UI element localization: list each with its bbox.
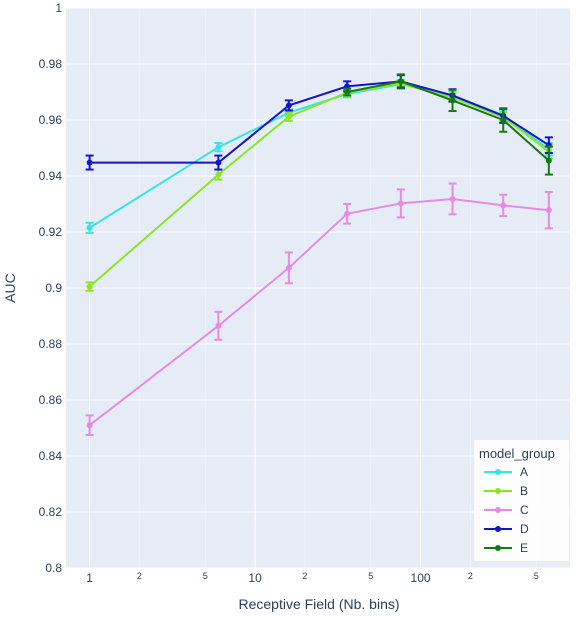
data-point — [285, 264, 292, 271]
series-layer — [85, 73, 553, 436]
legend-item-C: C — [484, 503, 529, 517]
data-point — [86, 159, 93, 166]
legend-item-A: A — [484, 465, 528, 479]
y-tick-label: 0.96 — [39, 113, 63, 127]
legend-swatch-marker — [495, 469, 501, 475]
x-tick-label: 1 — [86, 571, 93, 585]
data-point — [500, 117, 507, 123]
legend-label: E — [520, 541, 528, 555]
x-tick-label: 10 — [248, 571, 262, 585]
data-point — [500, 202, 507, 209]
x-axis-title: Receptive Field (Nb. bins) — [238, 596, 399, 612]
x-minor-tick-label: 2 — [302, 571, 307, 581]
y-tick-label: 0.94 — [39, 169, 63, 183]
series-E — [343, 73, 553, 176]
data-point — [545, 157, 552, 164]
legend-box — [474, 440, 569, 561]
series-line — [88, 197, 549, 426]
y-tick-label: 0.82 — [39, 505, 63, 519]
series-C — [85, 182, 553, 436]
y-tick-label: 0.8 — [45, 561, 62, 575]
legend-label: A — [520, 465, 528, 479]
data-point — [86, 283, 93, 290]
y-axis-ticks: 0.8 0.82 0.84 0.86 0.88 0.9 0.92 0.94 0.96 0.98 1 — [39, 1, 63, 575]
y-axis-title: AUC — [2, 273, 18, 303]
y-tick-label: 0.86 — [39, 393, 63, 407]
data-point — [215, 159, 222, 166]
data-point — [86, 224, 93, 231]
data-point — [397, 78, 404, 85]
y-tick-label: 1 — [55, 1, 62, 15]
data-point — [215, 171, 222, 178]
legend-swatch-marker — [495, 545, 501, 551]
legend-item-E: E — [484, 541, 528, 555]
data-point — [285, 102, 292, 109]
y-tick-label: 0.98 — [39, 57, 63, 71]
data-point — [215, 144, 222, 151]
x-axis-ticks: 1 10 100 2 5 2 5 2 5 — [86, 571, 538, 585]
data-point — [397, 200, 404, 207]
x-minor-tick-label: 2 — [137, 571, 142, 581]
legend-swatch-marker — [495, 526, 501, 532]
legend-title: model_group — [479, 446, 555, 461]
y-tick-label: 0.88 — [39, 337, 63, 351]
legend-label: C — [520, 503, 529, 517]
x-minor-tick-label: 5 — [368, 571, 373, 581]
data-point — [344, 210, 351, 217]
data-point — [449, 195, 456, 202]
legend-item-B: B — [484, 484, 528, 498]
y-tick-label: 0.84 — [39, 449, 63, 463]
legend-swatch-marker — [495, 488, 501, 494]
x-minor-tick-label: 5 — [203, 571, 208, 581]
x-minor-tick-label: 2 — [468, 571, 473, 581]
data-point — [215, 322, 222, 329]
legend-item-D: D — [484, 522, 529, 536]
y-tick-label: 0.92 — [39, 225, 63, 239]
data-point — [344, 89, 351, 95]
legend-label: B — [520, 484, 528, 498]
x-minor-tick-label: 5 — [534, 571, 539, 581]
series-line — [88, 82, 550, 288]
y-tick-label: 0.9 — [45, 281, 62, 295]
x-tick-label: 100 — [411, 571, 431, 585]
legend-label: D — [520, 522, 529, 536]
data-point — [545, 207, 552, 214]
data-point — [86, 422, 93, 429]
data-point — [449, 97, 456, 104]
legend-swatch-marker — [495, 507, 501, 513]
data-point — [285, 113, 292, 120]
series-line — [89, 80, 550, 164]
